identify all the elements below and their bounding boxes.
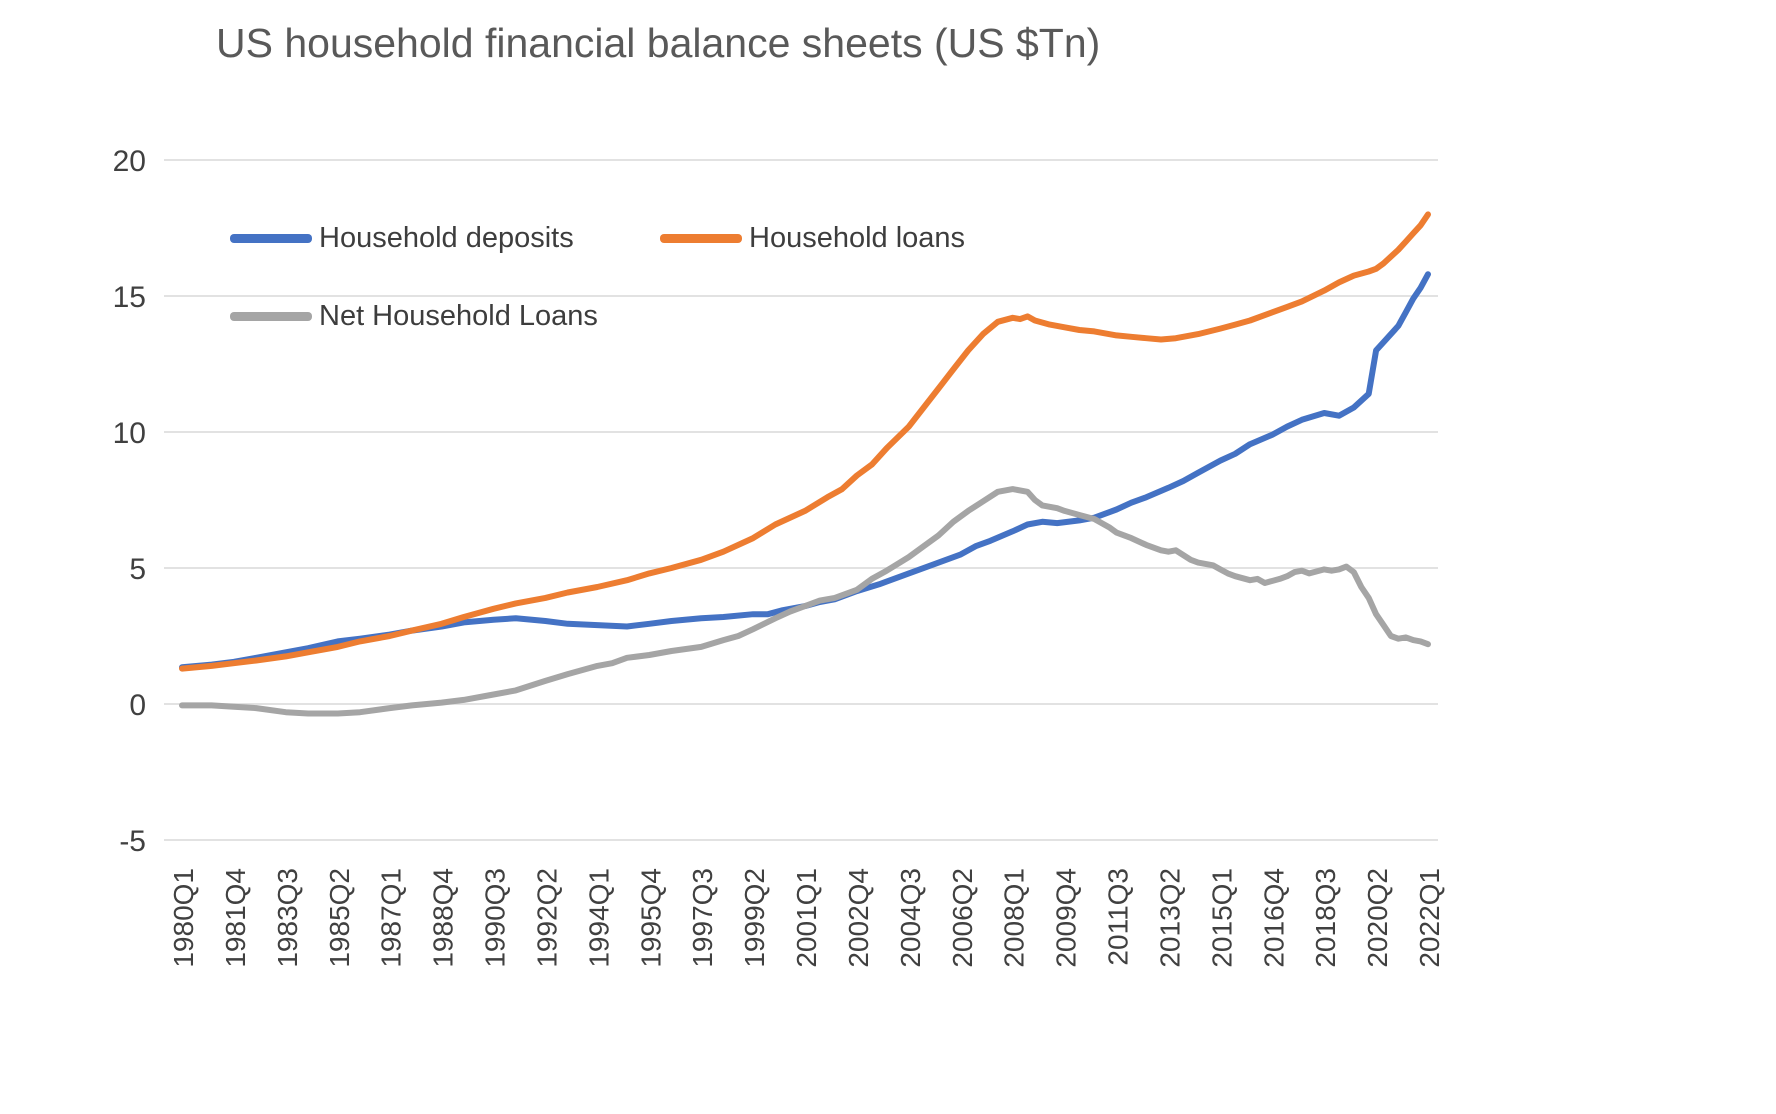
x-axis-tick-label: 1980Q1 xyxy=(168,868,199,968)
y-axis-tick-label: -5 xyxy=(119,825,146,858)
x-axis-tick-label: 1995Q4 xyxy=(635,868,666,968)
series-line-household-deposits xyxy=(179,271,1431,671)
x-axis-tick-label: 1987Q1 xyxy=(376,868,407,968)
x-axis-tick-label: 2001Q1 xyxy=(791,868,822,968)
legend-item-net-household-loans: Net Household Loans xyxy=(230,300,598,333)
x-axis-tick-label: 2015Q1 xyxy=(1206,868,1237,968)
legend-item-household-loans: Household loans xyxy=(660,222,965,255)
x-axis-tick-label: 2008Q1 xyxy=(999,868,1030,968)
x-axis-tick-label: 1992Q2 xyxy=(531,868,562,968)
x-axis-tick-label: 2022Q1 xyxy=(1414,868,1445,968)
x-axis-tick-label: 2016Q4 xyxy=(1258,868,1289,968)
legend-label-household-loans: Household loans xyxy=(749,222,966,254)
y-axis-tick-label: 5 xyxy=(129,553,146,586)
chart-title: US household financial balance sheets (U… xyxy=(216,20,1101,66)
x-axis-tick-label: 1981Q4 xyxy=(220,868,251,968)
legend-swatch-household-loans xyxy=(660,234,742,243)
x-axis-tick-label: 2006Q2 xyxy=(947,868,978,968)
legend-label-household-deposits: Household deposits xyxy=(319,222,574,254)
x-axis-tick-label: 2020Q2 xyxy=(1362,868,1393,968)
x-axis-tick-label: 1994Q1 xyxy=(583,868,614,968)
x-axis-tick-label: 2009Q4 xyxy=(1051,868,1082,968)
x-axis-tick-label: 1988Q4 xyxy=(428,868,459,968)
y-axis-tick-label: 20 xyxy=(113,145,146,178)
x-axis-tick-label: 2004Q3 xyxy=(895,868,926,968)
x-axis-tick-label: 1985Q2 xyxy=(324,868,355,968)
x-axis-tick-label: 1999Q2 xyxy=(739,868,770,968)
series-line-net-household-loans xyxy=(179,486,1431,717)
legend-swatch-net-household-loans xyxy=(230,312,312,321)
x-axis-tick-label: 2011Q3 xyxy=(1103,868,1134,966)
x-axis-tick-label: 2013Q2 xyxy=(1154,868,1185,968)
x-axis-tick-label: 1997Q3 xyxy=(687,868,718,968)
y-axis-tick-label: 15 xyxy=(113,281,146,314)
legend-label-net-household-loans: Net Household Loans xyxy=(319,300,598,332)
x-axis-tick-label: 2018Q3 xyxy=(1310,868,1341,968)
x-axis-tick-label: 1990Q3 xyxy=(480,868,511,968)
legend-item-household-deposits: Household deposits xyxy=(230,222,574,255)
x-axis-tick-label: 2002Q4 xyxy=(843,868,874,968)
x-axis-tick-label: 1983Q3 xyxy=(272,868,303,968)
series-line-household-loans xyxy=(179,211,1431,672)
y-axis-tick-label: 10 xyxy=(113,417,146,450)
legend-swatch-household-deposits xyxy=(230,234,312,243)
y-axis-tick-label: 0 xyxy=(129,689,146,722)
